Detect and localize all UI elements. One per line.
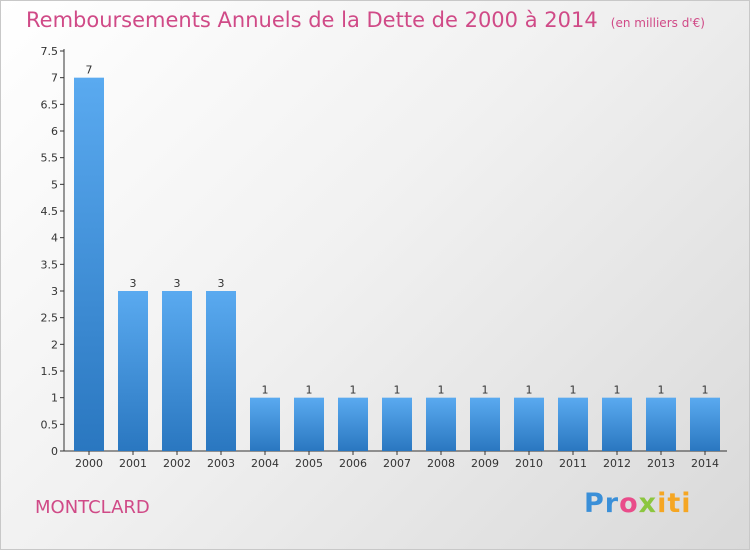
data-label: 1 bbox=[394, 384, 401, 397]
bar bbox=[602, 397, 632, 451]
x-tick-label: 2011 bbox=[559, 457, 587, 470]
axes: 0 0.5 1 1.5 2 2.5 3 3.5 4 4.5 5 5.5 6 6.5 7 7.5 2000 2001… bbox=[41, 45, 727, 470]
data-label: 1 bbox=[614, 384, 621, 397]
data-label: 1 bbox=[438, 384, 445, 397]
bar bbox=[558, 397, 588, 451]
x-tick-label: 2007 bbox=[383, 457, 411, 470]
x-tick-label: 2010 bbox=[515, 457, 543, 470]
x-tick-label: 2003 bbox=[207, 457, 235, 470]
y-tick-label: 2 bbox=[51, 338, 58, 351]
bar bbox=[426, 397, 456, 451]
y-tick-label: 3.5 bbox=[41, 258, 59, 271]
x-tick-label: 2004 bbox=[251, 457, 279, 470]
y-tick-label: 4 bbox=[51, 232, 58, 245]
y-tick-label: 6 bbox=[51, 125, 58, 138]
logo-part-2: o bbox=[619, 488, 639, 519]
bars bbox=[74, 77, 720, 452]
data-label: 1 bbox=[306, 384, 313, 397]
y-tick-label: 2.5 bbox=[41, 312, 59, 325]
y-tick-label: 0 bbox=[51, 445, 58, 458]
bar bbox=[514, 397, 544, 451]
x-tick-label: 2009 bbox=[471, 457, 499, 470]
bar bbox=[470, 397, 500, 451]
x-tick-label: 2005 bbox=[295, 457, 323, 470]
bar bbox=[250, 397, 280, 451]
y-tick-label: 4.5 bbox=[41, 205, 59, 218]
data-label: 1 bbox=[658, 384, 665, 397]
y-tick-label: 5.5 bbox=[41, 152, 59, 165]
chart-title: Remboursements Annuels de la Dette de 20… bbox=[26, 8, 598, 32]
proxiti-logo: Proxiti bbox=[584, 488, 692, 519]
x-tick-label: 2008 bbox=[427, 457, 455, 470]
bar bbox=[74, 77, 104, 452]
data-label: 1 bbox=[570, 384, 577, 397]
bar bbox=[338, 397, 368, 451]
logo-part-3: x bbox=[638, 488, 658, 519]
x-tick-label: 2001 bbox=[119, 457, 147, 470]
x-tick-label: 2014 bbox=[691, 457, 719, 470]
bar bbox=[162, 291, 192, 451]
x-tick-label: 2012 bbox=[603, 457, 631, 470]
x-tick-label: 2006 bbox=[339, 457, 367, 470]
bar bbox=[118, 291, 148, 451]
data-label: 3 bbox=[130, 277, 137, 290]
title-row: Remboursements Annuels de la Dette de 20… bbox=[26, 8, 705, 32]
data-label: 1 bbox=[350, 384, 357, 397]
y-tick-label: 7 bbox=[51, 72, 58, 85]
y-tick-label: 0.5 bbox=[41, 418, 59, 431]
y-tick-label: 7.5 bbox=[41, 45, 59, 58]
bar bbox=[690, 397, 720, 451]
data-label: 1 bbox=[526, 384, 533, 397]
logo-part-4: iti bbox=[657, 488, 692, 519]
y-tick-label: 5 bbox=[51, 178, 58, 191]
data-label: 1 bbox=[482, 384, 489, 397]
y-tick-label: 6.5 bbox=[41, 98, 59, 111]
data-labels: 7 3 3 3 1 1 1 1 1 1 1 1 1 1 1 bbox=[86, 64, 709, 397]
y-tick-label: 3 bbox=[51, 285, 58, 298]
x-tick-label: 2002 bbox=[163, 457, 191, 470]
data-label: 1 bbox=[702, 384, 709, 397]
bar bbox=[646, 397, 676, 451]
x-tick-label: 2000 bbox=[75, 457, 103, 470]
x-tick-label: 2013 bbox=[647, 457, 675, 470]
bar bbox=[382, 397, 412, 451]
data-label: 3 bbox=[218, 277, 225, 290]
logo-part-1: Pr bbox=[584, 488, 620, 519]
data-label: 1 bbox=[262, 384, 269, 397]
bar bbox=[206, 291, 236, 451]
commune-name: MONTCLARD bbox=[35, 497, 150, 518]
bar bbox=[294, 397, 324, 451]
y-tick-label: 1.5 bbox=[41, 365, 59, 378]
y-tick-label: 1 bbox=[51, 392, 58, 405]
chart-unit: (en milliers d'€) bbox=[610, 16, 705, 30]
data-label: 7 bbox=[86, 64, 93, 77]
data-label: 3 bbox=[174, 277, 181, 290]
